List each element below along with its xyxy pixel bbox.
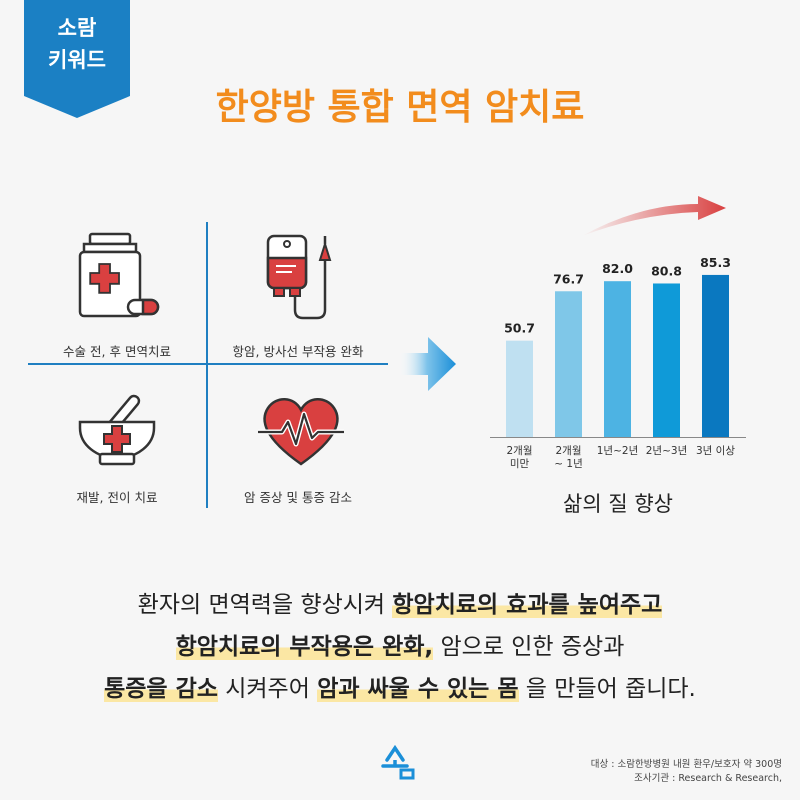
paragraph-highlight-2: 항암치료의 부작용은 완화,: [175, 634, 434, 660]
footnote-line-1: 대상 : 소람한방병원 내원 환우/보호자 약 300명: [590, 759, 782, 770]
grid-label-3: 재발, 전이 치료: [76, 490, 158, 505]
banner-line-1: 소람: [57, 16, 97, 40]
paragraph-highlight-4: 암과 싸울 수 있는 몸: [317, 676, 519, 702]
paragraph-highlight-3: 통증을 감소: [104, 676, 218, 702]
paragraph-text-3d: 을 만들어 줍니다.: [518, 676, 696, 702]
chart-bar-5: [702, 274, 729, 437]
grid-label-2: 항암, 방사선 부작용 완화: [232, 344, 364, 359]
grid-label-1: 수술 전, 후 면역치료: [63, 344, 171, 359]
paragraph-highlight-1: 항암치료의 효과를 높여주고: [392, 592, 663, 618]
chart-x-tick-5-line-1: 3년 이상: [696, 445, 735, 457]
chart-x-tick-1-line-2: 미만: [510, 458, 530, 470]
chart-bar-2: [555, 291, 582, 437]
chart-value-label-5: 85.3: [700, 255, 731, 270]
chart-x-tick-1-line-1: 2개월: [506, 445, 532, 457]
trend-arrow-icon: [582, 196, 726, 236]
paragraph-text-3b: 시켜주어: [217, 676, 318, 702]
grid-divider-vertical: [206, 222, 208, 508]
footnote: 대상 : 소람한방병원 내원 환우/보호자 약 300명 조사기관 : Rese…: [591, 758, 782, 786]
chart-bar-4: [653, 283, 680, 437]
mortar-pestle-icon: [78, 394, 156, 466]
iv-bag-icon: [266, 234, 332, 320]
chart-x-tick-3-line-1: 1년~2년: [597, 445, 638, 457]
chart-x-tick-2-line-1: 2개월: [555, 445, 581, 457]
medicine-bottle-icon: [78, 232, 160, 318]
chart-value-label-4: 80.8: [651, 263, 682, 278]
banner-text: 소람 키워드: [24, 12, 130, 76]
paragraph-text-1a: 환자의 면역력을 향상시켜: [137, 592, 393, 618]
chart-x-tick-4-line-1: 2년~3년: [646, 445, 687, 457]
chart-value-label-2: 76.7: [553, 271, 584, 286]
chart-caption: 삶의 질 향상: [563, 492, 673, 516]
grid-label-4: 암 증상 및 통증 감소: [244, 490, 352, 505]
chart-bar-3: [604, 281, 631, 437]
chart-value-label-1: 50.7: [504, 321, 535, 336]
soram-logo-icon: [381, 744, 415, 780]
heart-pulse-icon: [258, 398, 344, 466]
paragraph-line-2: 항암치료의 부작용은 완화, 암으로 인한 증상과: [0, 625, 800, 669]
chart-bar-1: [506, 340, 533, 437]
arrow-right-icon: [398, 337, 456, 391]
banner-shape: [24, 0, 130, 118]
page-title: 한양방 통합 면역 암치료: [215, 87, 585, 128]
chart-value-label-3: 82.0: [602, 261, 633, 276]
chart-x-tick-2-line-2: ~ 1년: [554, 458, 582, 470]
paragraph-line-1: 환자의 면역력을 향상시켜 항암치료의 효과를 높여주고: [0, 583, 800, 627]
paragraph-line-3: 통증을 감소 시켜주어 암과 싸울 수 있는 몸 을 만들어 줍니다.: [0, 667, 800, 711]
footnote-line-2: 조사기관 : Research & Research,: [634, 773, 782, 784]
banner-line-2: 키워드: [48, 48, 106, 72]
paragraph-text-2b: 암으로 인한 증상과: [433, 634, 625, 660]
chart-x-axis: [490, 437, 746, 438]
keyword-banner: 소람 키워드: [24, 0, 130, 118]
grid-divider-horizontal: [28, 363, 388, 365]
